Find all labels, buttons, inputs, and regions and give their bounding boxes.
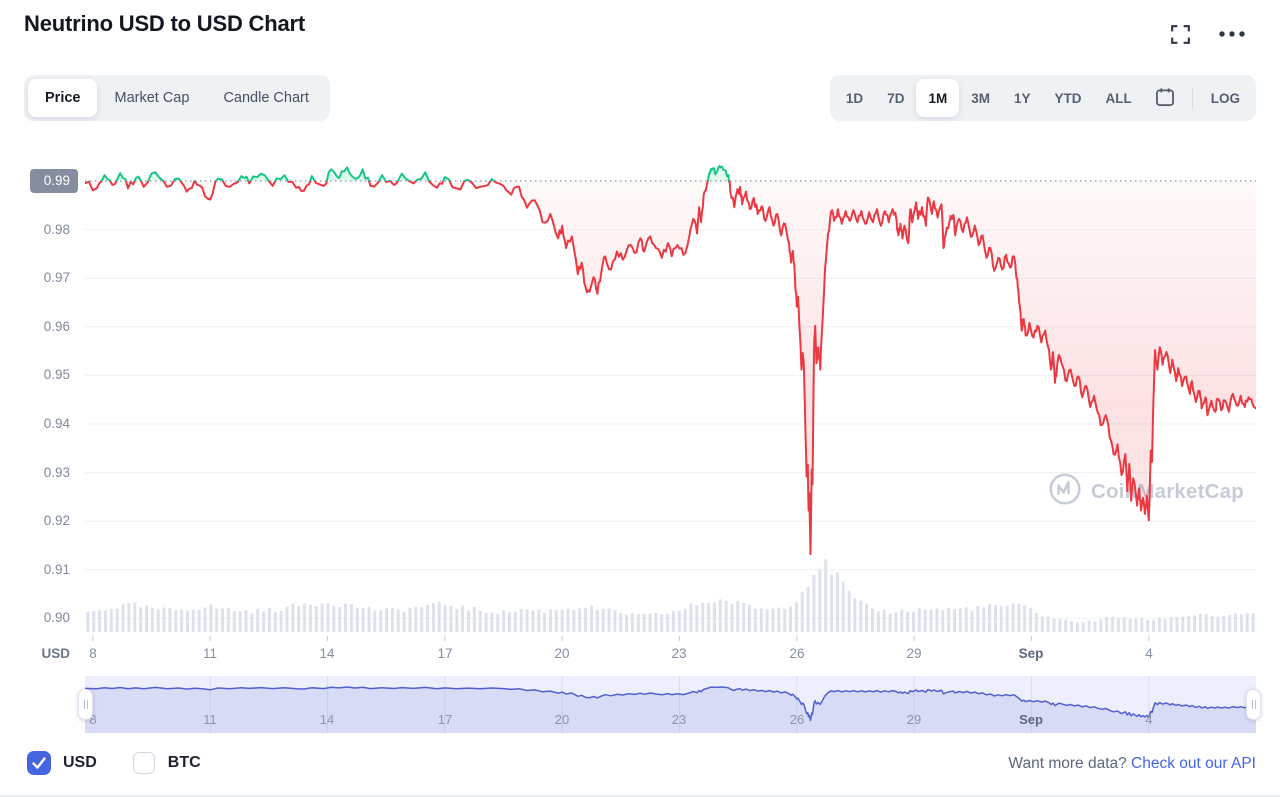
range-1d[interactable]: 1D: [834, 79, 875, 117]
range-toolbar: 1D 7D 1M 3M 1Y YTD ALL LOG: [829, 75, 1256, 121]
checkbox-checked-icon[interactable]: [28, 752, 50, 774]
x-axis-label: 29: [906, 646, 922, 661]
log-scale-button[interactable]: LOG: [1199, 79, 1252, 117]
currency-label: USD: [63, 754, 97, 771]
x-axis-label: 26: [789, 646, 805, 661]
currency-toggle-usd[interactable]: USD: [28, 752, 97, 774]
navigator-left-handle[interactable]: [78, 689, 93, 720]
y-axis-label: 0.96: [43, 319, 70, 334]
navigator-right-handle[interactable]: [1246, 689, 1261, 720]
tab-price[interactable]: Price: [28, 79, 98, 117]
tab-market-cap[interactable]: Market Cap: [97, 79, 206, 117]
api-cta: Want more data? Check out our API: [1008, 755, 1256, 773]
api-link[interactable]: Check out our API: [1126, 755, 1256, 772]
checkbox-unchecked-icon[interactable]: [132, 752, 155, 774]
x-axis-label: 17: [437, 646, 453, 661]
range-3m[interactable]: 3M: [959, 79, 1002, 117]
currency-toggle-btc[interactable]: BTC: [132, 752, 201, 774]
expand-icon: [1168, 22, 1193, 50]
currency-toggles: USD BTC: [28, 752, 237, 774]
ellipsis-icon: [1218, 26, 1246, 41]
calendar-button[interactable]: [1144, 79, 1186, 117]
currency-label: BTC: [167, 754, 201, 771]
range-7d[interactable]: 7D: [875, 79, 916, 117]
calendar-icon: [1154, 86, 1176, 111]
x-axis-label: 11: [202, 646, 217, 661]
y-axis-label: 0.94: [43, 416, 70, 431]
range-1m[interactable]: 1M: [916, 79, 960, 117]
range-1y[interactable]: 1Y: [1002, 79, 1043, 117]
y-axis-label: 0.95: [43, 367, 70, 382]
navigator-scrollbar[interactable]: [85, 676, 1256, 733]
y-axis-label: 0.92: [43, 513, 70, 528]
x-axis-label: Sep: [1018, 646, 1044, 661]
fullscreen-button[interactable]: [1164, 18, 1197, 54]
tab-candle-chart[interactable]: Candle Chart: [206, 79, 325, 117]
x-axis-label: 14: [319, 646, 335, 661]
price-chart-plot-area[interactable]: [85, 140, 1256, 632]
x-axis-label: 20: [554, 646, 570, 661]
y-axis-label: 0.97: [43, 270, 70, 285]
y-axis-label: 0.91: [43, 562, 70, 577]
x-axis-label: 4: [1145, 646, 1153, 661]
current-price-badge: 0.99: [30, 169, 78, 193]
range-ytd[interactable]: YTD: [1043, 79, 1094, 117]
chart-type-tabs: Price Market Cap Candle Chart: [24, 75, 330, 121]
cta-text: Want more data?: [1008, 755, 1127, 772]
toolbar-divider: [1191, 88, 1193, 108]
y-axis-unit-label: USD: [41, 646, 70, 661]
y-axis-label: 0.90: [43, 610, 70, 625]
page-title: Neutrino USD to USD Chart: [24, 11, 306, 36]
range-buttons: 1D 7D 1M 3M 1Y YTD ALL: [834, 79, 1144, 117]
more-options-button[interactable]: [1214, 22, 1250, 45]
range-all[interactable]: ALL: [1094, 79, 1144, 117]
y-axis-label: 0.93: [43, 465, 70, 480]
y-axis-label: 0.98: [43, 222, 70, 237]
x-axis-label: 23: [671, 646, 687, 661]
x-axis-label: 8: [89, 646, 97, 661]
